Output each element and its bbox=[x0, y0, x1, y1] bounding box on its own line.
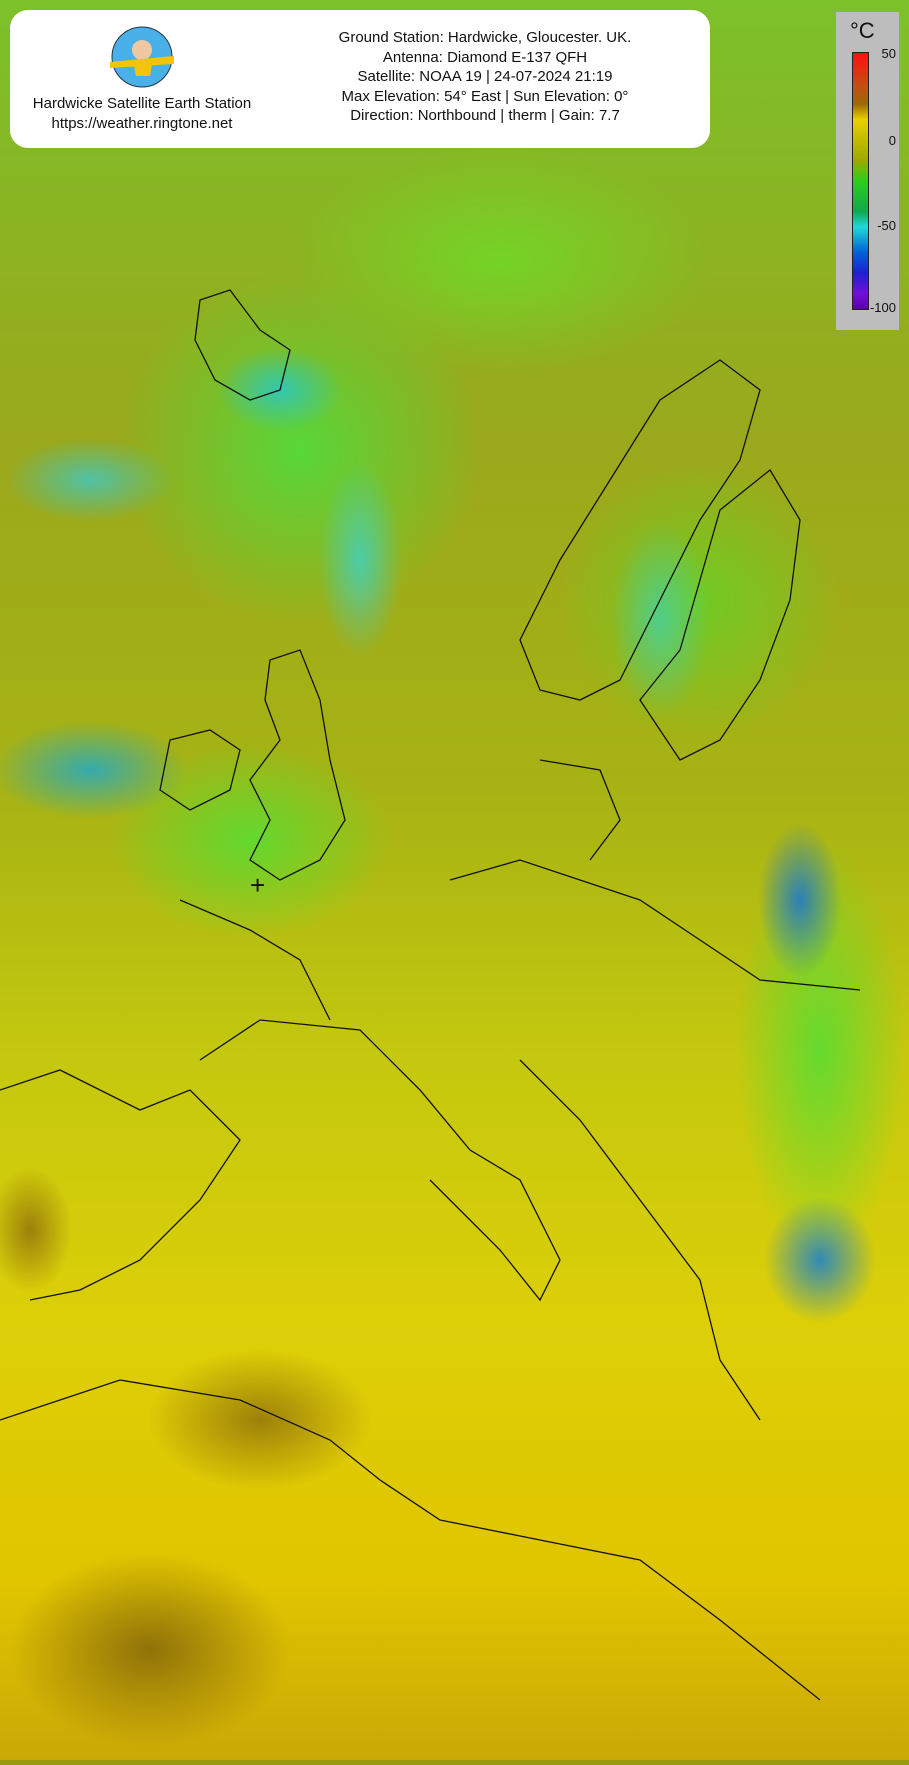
pass-info: Ground Station: Hardwicke, Gloucester. U… bbox=[280, 28, 690, 126]
tick-label-50: 50 bbox=[881, 46, 896, 61]
elevation-line: Max Elevation: 54° East | Sun Elevation:… bbox=[341, 87, 629, 105]
tick-label-minus-50: -50 bbox=[877, 218, 896, 233]
temperature-legend: °C 50 0 -50 -100 bbox=[836, 12, 899, 330]
legend-unit: °C bbox=[850, 18, 875, 43]
station-caption: Hardwicke Satellite Earth Station https:… bbox=[30, 94, 254, 133]
color-scale-bar bbox=[852, 52, 869, 310]
ground-station-line: Ground Station: Hardwicke, Gloucester. U… bbox=[338, 29, 632, 46]
station-marker: + bbox=[250, 870, 266, 900]
station-logo-icon bbox=[110, 26, 174, 88]
station-name: Hardwicke Satellite Earth Station bbox=[32, 95, 252, 112]
header-panel: Hardwicke Satellite Earth Station https:… bbox=[10, 10, 710, 148]
station-website-link[interactable]: https://weather.ringtone.net bbox=[51, 114, 233, 132]
direction-line: Direction: Northbound | therm | Gain: 7.… bbox=[350, 107, 620, 124]
antenna-line: Antenna: Diamond E-137 QFH bbox=[382, 48, 588, 66]
tick-label-minus-100: -100 bbox=[869, 300, 896, 315]
tick-label-0: 0 bbox=[888, 133, 896, 148]
satellite-line: Satellite: NOAA 19 | 24-07-2024 21:19 bbox=[357, 68, 613, 85]
